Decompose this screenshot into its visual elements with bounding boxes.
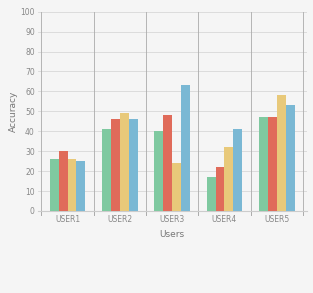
Legend: 1 month, 3 months, 6 months, 12 months: 1 month, 3 months, 6 months, 12 months — [78, 290, 267, 293]
Bar — [59, 151, 68, 211]
Bar — [207, 177, 216, 211]
Bar — [129, 119, 138, 211]
Bar — [120, 113, 129, 211]
Bar — [216, 167, 224, 211]
Bar — [268, 117, 277, 211]
Bar — [286, 105, 295, 211]
Bar — [102, 129, 111, 211]
Bar — [259, 117, 268, 211]
Bar — [224, 147, 233, 211]
Bar — [111, 119, 120, 211]
Bar — [181, 86, 190, 211]
Bar — [76, 161, 85, 211]
Bar — [277, 96, 286, 211]
Bar — [163, 115, 172, 211]
Bar — [68, 159, 76, 211]
Bar — [172, 163, 181, 211]
Bar — [233, 129, 242, 211]
Y-axis label: Accuracy: Accuracy — [8, 91, 18, 132]
Bar — [50, 159, 59, 211]
X-axis label: Users: Users — [160, 230, 185, 239]
Bar — [154, 131, 163, 211]
